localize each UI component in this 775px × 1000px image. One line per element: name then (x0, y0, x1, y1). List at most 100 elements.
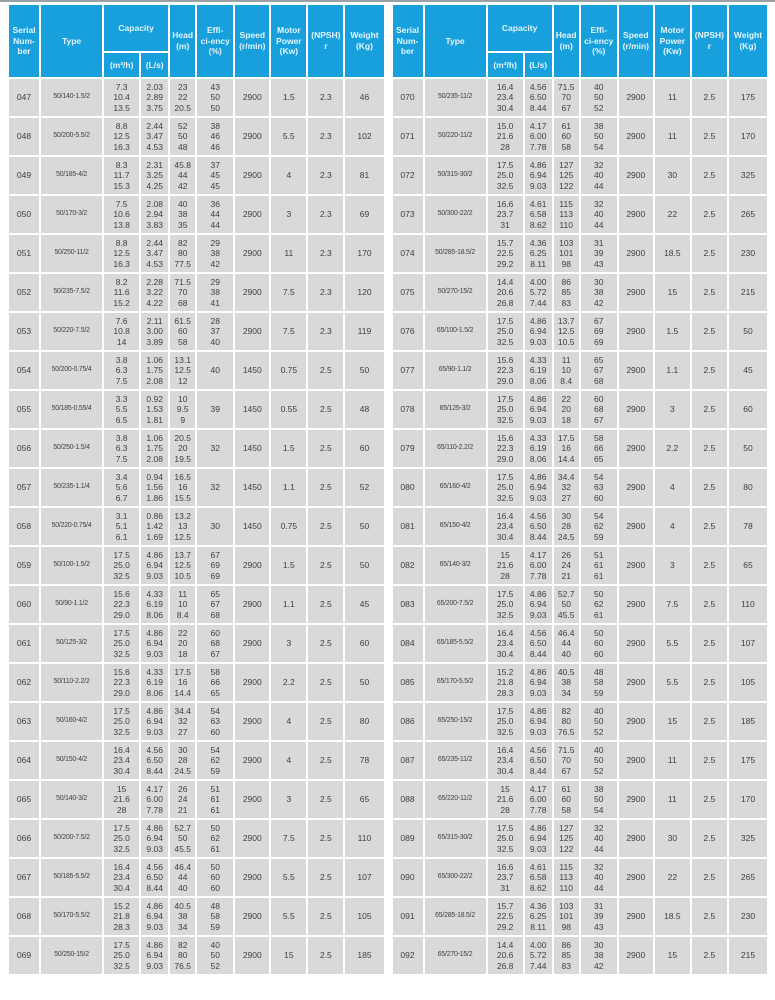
cell-efficiency: 50 62 61 (197, 820, 234, 857)
cell-serial-number: 054 (9, 352, 40, 389)
cell-head: 61 60 58 (553, 781, 579, 818)
cell-efficiency: 51 61 61 (580, 547, 617, 584)
col-header-serial-number: Serial Num- ber (392, 5, 423, 77)
cell-efficiency: 32 (197, 430, 234, 467)
cell-head: 52.7 50 45.5 (170, 820, 196, 857)
cell-head: 71.5 70 68 (170, 274, 196, 311)
cell-capacity-ls: 4.86 6.94 9.03 (141, 820, 169, 857)
cell-capacity-ls: 4.56 6.50 8.44 (524, 79, 552, 116)
cell-serial-number: 063 (9, 703, 40, 740)
cell-capacity-m3h: 16.4 23.4 30.4 (487, 742, 523, 779)
cell-capacity-ls: 2.44 3.47 4.53 (141, 118, 169, 155)
cell-weight: 110 (728, 586, 767, 623)
cell-motor-power: 2.2 (654, 430, 690, 467)
table-row: 066 50/200-7.5/2 17.5 25.0 32.5 4.86 6.9… (9, 820, 384, 857)
cell-capacity-ls: 4.00 5.72 7.44 (524, 937, 552, 974)
cell-motor-power: 7.5 (271, 820, 307, 857)
table-row: 062 50/110-2.2/2 15.6 22.3 29.0 4.33 6.1… (9, 664, 384, 701)
cell-speed: 2900 (235, 235, 270, 272)
cell-capacity-ls: 2.44 3.47 4.53 (141, 235, 169, 272)
cell-speed: 2900 (618, 352, 653, 389)
cell-capacity-ls: 4.61 6.58 8.62 (524, 859, 552, 896)
table-row: 085 65/170-5.5/2 15.2 21.8 28.3 4.86 6.9… (392, 664, 767, 701)
cell-weight: 325 (728, 820, 767, 857)
cell-motor-power: 15 (654, 703, 690, 740)
cell-capacity-ls: 4.86 6.94 9.03 (524, 469, 552, 506)
cell-serial-number: 092 (392, 937, 423, 974)
cell-head: 115 113 110 (553, 196, 579, 233)
cell-weight: 65 (345, 781, 384, 818)
cell-capacity-ls: 0.86 1.42 1.69 (141, 508, 169, 545)
cell-efficiency: 54 62 59 (197, 742, 234, 779)
cell-serial-number: 087 (392, 742, 423, 779)
cell-type: 50/285-18.5/2 (424, 235, 486, 272)
cell-capacity-m3h: 16.4 23.4 30.4 (487, 79, 523, 116)
cell-motor-power: 7.5 (654, 586, 690, 623)
cell-weight: 50 (345, 352, 384, 389)
cell-speed: 2900 (235, 859, 270, 896)
cell-capacity-m3h: 7.5 10.6 13.8 (104, 196, 140, 233)
cell-type: 50/315-30/2 (424, 157, 486, 194)
cell-weight: 50 (728, 430, 767, 467)
cell-serial-number: 089 (392, 820, 423, 857)
cell-efficiency: 30 38 42 (580, 937, 617, 974)
cell-efficiency: 40 50 52 (580, 703, 617, 740)
table-row: 092 65/270-15/2 14.4 20.6 26.8 4.00 5.72… (392, 937, 767, 974)
cell-motor-power: 7.5 (271, 313, 307, 350)
col-header-head: Head (m) (170, 5, 196, 77)
cell-capacity-m3h: 3.8 6.3 7.5 (104, 430, 140, 467)
cell-weight: 105 (345, 898, 384, 935)
cell-speed: 2900 (618, 742, 653, 779)
cell-weight: 69 (345, 196, 384, 233)
table-row: 063 50/160-4/2 17.5 25.0 32.5 4.86 6.94 … (9, 703, 384, 740)
cell-npsh: 2.5 (691, 352, 727, 389)
cell-capacity-m3h: 15.6 22.3 29.0 (104, 664, 140, 701)
top-divider (0, 0, 775, 2)
cell-npsh: 2.5 (691, 79, 727, 116)
cell-npsh: 2.5 (308, 352, 344, 389)
cell-serial-number: 066 (9, 820, 40, 857)
cell-capacity-m3h: 15.2 21.8 28.3 (104, 898, 140, 935)
cell-speed: 2900 (235, 664, 270, 701)
cell-efficiency: 54 62 59 (580, 508, 617, 545)
cell-capacity-m3h: 15.2 21.8 28.3 (487, 664, 523, 701)
cell-type: 50/270-15/2 (424, 274, 486, 311)
cell-head: 52.7 50 45.5 (553, 586, 579, 623)
cell-type: 50/185-5.5/2 (41, 859, 103, 896)
col-header-motor-power: Motor Power (Kw) (654, 5, 690, 77)
cell-type: 65/300-22/2 (424, 859, 486, 896)
col-header-efficiency: Effi- ci-ency (%) (197, 5, 234, 77)
table-row: 064 50/150-4/2 16.4 23.4 30.4 4.56 6.50 … (9, 742, 384, 779)
cell-capacity-ls: 0.94 1.56 1.86 (141, 469, 169, 506)
cell-motor-power: 30 (654, 157, 690, 194)
cell-type: 65/235-11/2 (424, 742, 486, 779)
cell-npsh: 2.5 (308, 664, 344, 701)
cell-capacity-m3h: 15.6 22.3 29.0 (104, 586, 140, 623)
cell-speed: 2900 (618, 586, 653, 623)
cell-weight: 45 (345, 586, 384, 623)
cell-capacity-m3h: 3.8 6.3 7.5 (104, 352, 140, 389)
cell-capacity-m3h: 3.4 5.6 6.7 (104, 469, 140, 506)
cell-motor-power: 22 (654, 859, 690, 896)
cell-efficiency: 38 46 46 (197, 118, 234, 155)
cell-type: 50/200-0.75/4 (41, 352, 103, 389)
cell-npsh: 2.5 (691, 508, 727, 545)
cell-efficiency: 32 40 44 (580, 820, 617, 857)
cell-capacity-ls: 2.31 3.25 4.25 (141, 157, 169, 194)
cell-serial-number: 077 (392, 352, 423, 389)
cell-weight: 170 (728, 118, 767, 155)
table-header: Serial Num- ber Type Capacity Head (m) E… (392, 5, 767, 77)
cell-head: 71.5 70 67 (553, 742, 579, 779)
cell-serial-number: 073 (392, 196, 423, 233)
table-row: 047 50/140-1.5/2 7.3 10.4 13.5 2.03 2.89… (9, 79, 384, 116)
cell-motor-power: 1.5 (654, 313, 690, 350)
cell-speed: 2900 (235, 547, 270, 584)
cell-serial-number: 051 (9, 235, 40, 272)
cell-serial-number: 074 (392, 235, 423, 272)
table-row: 055 50/185-0.55/4 3.3 5.5 6.5 0.92 1.53 … (9, 391, 384, 428)
cell-capacity-ls: 4.33 6.19 8.06 (141, 664, 169, 701)
cell-weight: 215 (728, 937, 767, 974)
cell-serial-number: 050 (9, 196, 40, 233)
cell-capacity-ls: 4.00 5.72 7.44 (524, 274, 552, 311)
cell-npsh: 2.5 (691, 781, 727, 818)
